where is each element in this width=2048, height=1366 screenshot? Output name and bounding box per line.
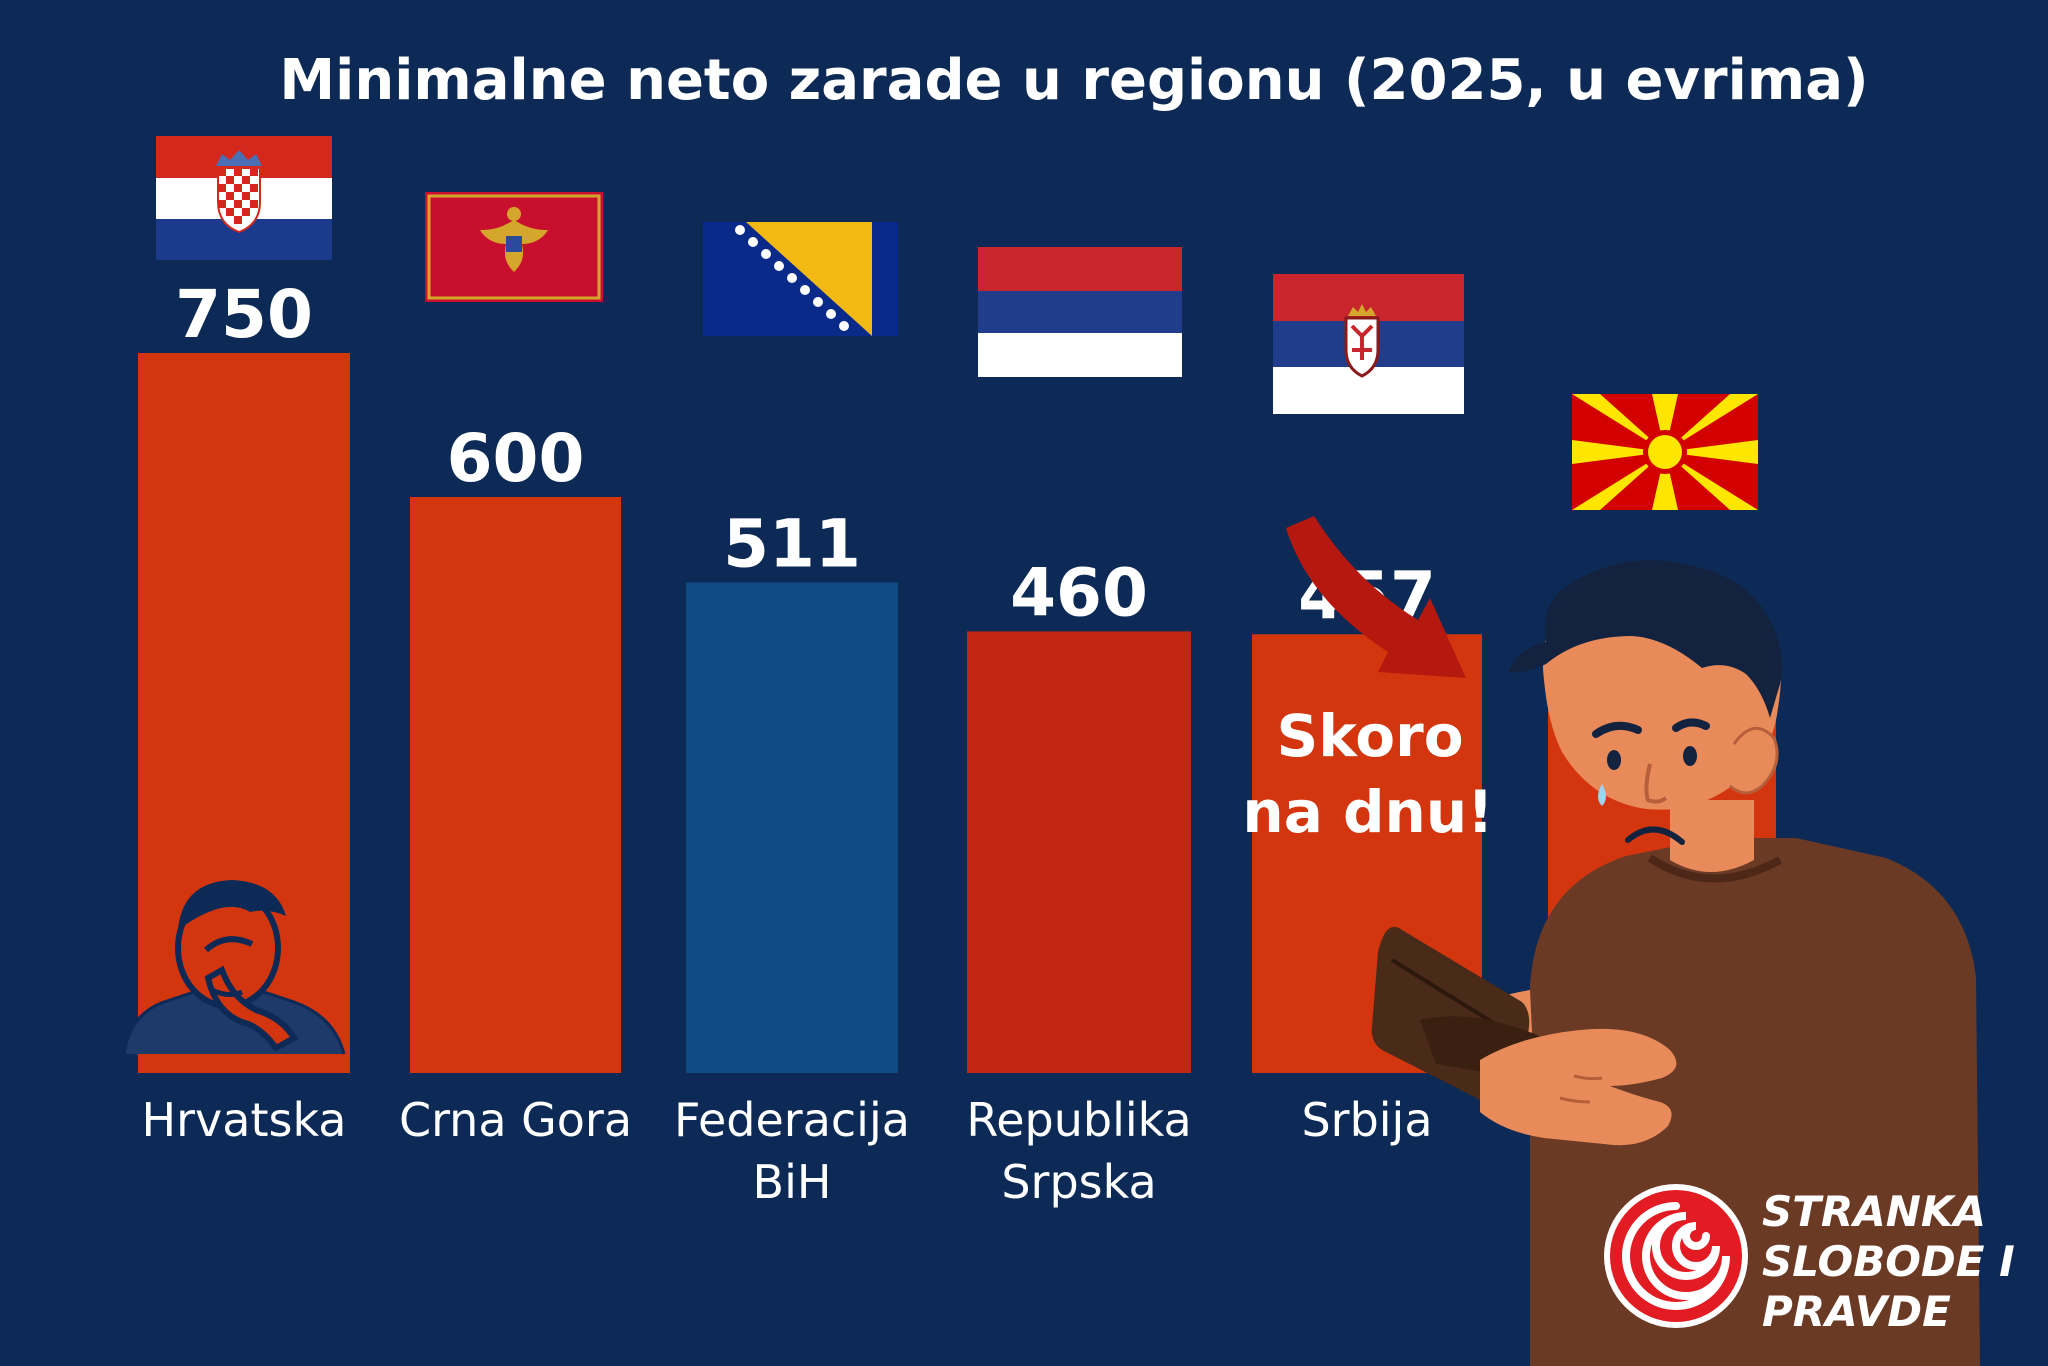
category-label-crna-gora: Crna Gora <box>399 1093 632 1147</box>
value-label-crna-gora: 600 <box>447 420 585 497</box>
category-labels-layer: Hrvatska Crna Gora Federacija BiH Republika S… <box>142 1093 1433 1209</box>
serbia-flag <box>1273 274 1464 414</box>
croatia-coat-of-arms <box>216 150 262 234</box>
serbia-coat-of-arms <box>1344 304 1380 378</box>
republika-srpska-flag <box>978 247 1182 377</box>
category-label-hrvatska: Hrvatska <box>142 1093 347 1147</box>
category-label-republika-srpska-line-2: Srpska <box>1001 1155 1156 1209</box>
party-name-line-3: PRAVDE <box>1762 1287 1951 1336</box>
category-label-federacija-bih: Federacija <box>674 1093 910 1147</box>
category-label-srbija: Srbija <box>1301 1093 1432 1147</box>
north-macedonia-flag <box>1572 394 1758 510</box>
ssp-spiral-logo <box>1604 1184 1748 1328</box>
chart-title: Minimalne neto zarade u regionu (2025, u… <box>279 48 1868 113</box>
bosnia-flag <box>703 222 898 336</box>
crying-person-icon <box>122 880 346 1055</box>
down-arrow-icon <box>1286 516 1466 678</box>
annotation-line-2: na dnu! <box>1242 778 1493 846</box>
croatia-flag <box>156 136 332 260</box>
montenegro-eagle-emblem <box>480 207 548 272</box>
bar-federacija-bih <box>686 582 898 1073</box>
category-label-federacija-bih-line-2: BiH <box>753 1155 832 1209</box>
value-label-hrvatska: 750 <box>175 276 313 353</box>
value-labels-layer: 750600511460457395 <box>175 276 1731 694</box>
flags-layer <box>156 136 1758 510</box>
party-name-line-1: STRANKA <box>1762 1187 1986 1236</box>
bar-crna-gora <box>410 497 621 1073</box>
bars-layer <box>138 353 1776 1073</box>
annotation-line-1: Skoro <box>1276 702 1463 770</box>
party-name-line-2: SLOBODE I <box>1762 1237 2015 1286</box>
party-name: STRANKA SLOBODE I PRAVDE <box>1762 1187 2015 1336</box>
bosnia-stars <box>735 225 849 331</box>
value-label-republika-srpska: 460 <box>1010 554 1148 631</box>
category-label-republika-srpska: Republika <box>966 1093 1191 1147</box>
bar-republika-srpska <box>967 631 1191 1073</box>
montenegro-flag <box>425 192 603 302</box>
value-label-federacija-bih: 511 <box>723 505 861 582</box>
